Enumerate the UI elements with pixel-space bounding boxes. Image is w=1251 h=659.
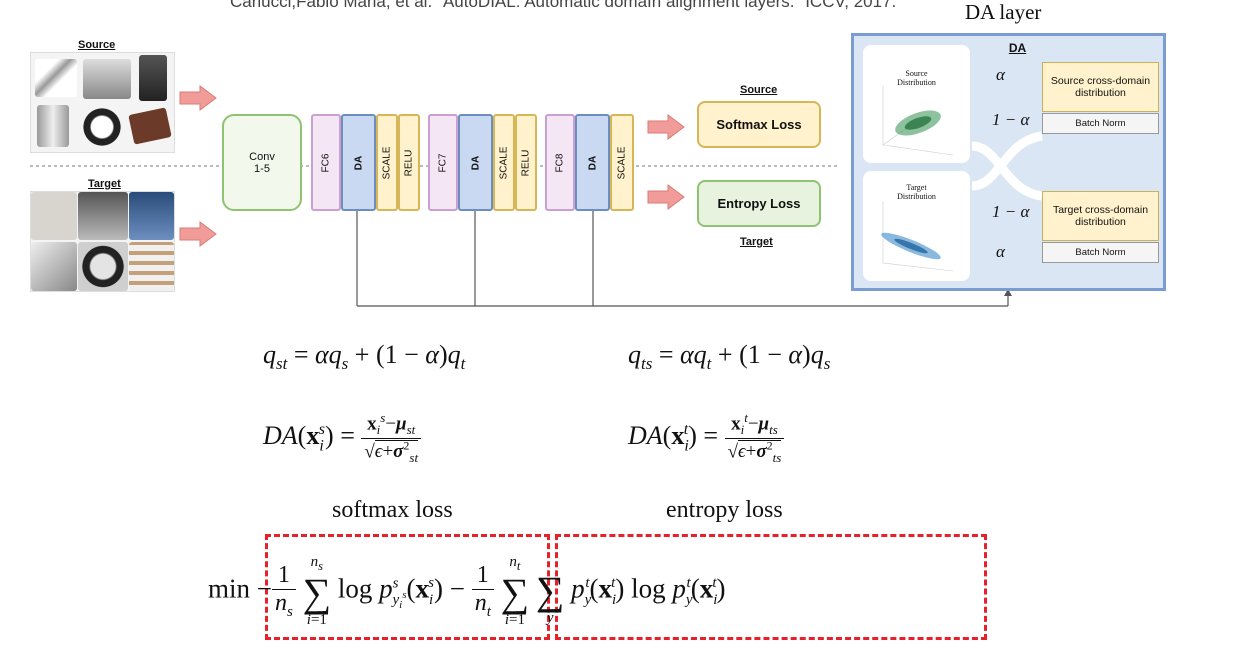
source-distribution-label: Source Distribution xyxy=(897,69,936,87)
source-scatter xyxy=(882,85,954,156)
target-trashcan-image xyxy=(31,242,77,291)
target-image-panel xyxy=(30,191,175,292)
entropy-loss-highlight xyxy=(555,534,987,640)
q-ts-equation: qts = αqt + (1 − α)qs xyxy=(628,340,831,374)
relu2-label: RELU xyxy=(520,149,532,176)
da-panel-title: DA xyxy=(1008,41,1027,55)
softmax-loss-label: softmax loss xyxy=(332,497,453,523)
alpha-top: α xyxy=(996,65,1005,84)
relu1-block: RELU xyxy=(398,114,420,211)
fc7-label: FC7 xyxy=(437,153,449,172)
target-distribution-label: Target Distribution xyxy=(897,183,936,201)
fc8-block: FC8 xyxy=(545,114,575,211)
target-scatter xyxy=(881,201,954,272)
one-minus-alpha-bottom: 1 − α xyxy=(992,202,1030,221)
target-distribution-plot: Target Distribution xyxy=(863,171,970,281)
scale1-label: SCALE xyxy=(381,146,393,179)
scale3-block: SCALE xyxy=(610,114,634,211)
source-loss-caption: Source xyxy=(740,84,778,96)
citation-text: Carlucci,Fabio Maria, et al. "AutoDIAL: … xyxy=(230,0,897,11)
scale3-label: SCALE xyxy=(616,146,628,179)
fc6-label: FC6 xyxy=(320,153,332,172)
entropy-loss-label: entropy loss xyxy=(666,497,783,523)
objective-equation: min −1 ns ns ∑ i=1 log psyis(xis) − 1 nt nt ∑… xyxy=(208,554,726,628)
entropy-loss-box: Entropy Loss xyxy=(697,180,821,227)
fc7-block: FC7 xyxy=(428,114,458,211)
target-cross-domain-box: Target cross-domain distribution xyxy=(1042,191,1159,241)
da-source-equation: DA(xis) = xis−μst √ϵ+σ2st xyxy=(263,410,422,466)
entropy-arrow xyxy=(647,184,685,210)
source-input-arrow xyxy=(179,85,217,111)
relu1-label: RELU xyxy=(403,149,415,176)
target-group-title: Target xyxy=(88,178,121,190)
feedback-arrowhead xyxy=(1004,289,1012,296)
source-cross-domain-box: Source cross-domain distribution xyxy=(1042,62,1159,112)
target-input-arrow xyxy=(179,221,217,247)
source-batch-norm-box: Batch Norm xyxy=(1042,113,1159,134)
da2-block: DA xyxy=(458,114,493,211)
da-detail-panel: DA Source Distribution Target Distributi… xyxy=(851,33,1166,291)
da2-label: DA xyxy=(470,155,481,170)
target-scissors-image xyxy=(31,192,77,240)
scissors-image xyxy=(35,59,77,97)
headphones-image xyxy=(79,107,125,147)
fc8-label: FC8 xyxy=(554,153,566,172)
da3-block: DA xyxy=(575,114,610,211)
target-printer-image xyxy=(78,192,128,240)
softmax-loss-highlight xyxy=(265,534,550,640)
scale2-block: SCALE xyxy=(493,114,515,211)
calculator-image xyxy=(139,55,167,101)
da-panel-connectors xyxy=(971,131,1043,201)
da1-label: DA xyxy=(353,155,364,170)
target-loss-caption: Target xyxy=(740,236,773,248)
one-minus-alpha-top: 1 − α xyxy=(992,110,1030,129)
da-layer-title: DA layer xyxy=(965,0,1042,24)
softmax-loss-box: Softmax Loss xyxy=(697,101,821,148)
source-group-title: Source xyxy=(78,39,116,51)
fc6-block: FC6 xyxy=(311,114,341,211)
trashcan-image xyxy=(37,105,69,147)
conv-block: Conv 1-5 xyxy=(222,114,302,211)
da1-block: DA xyxy=(341,114,376,211)
source-distribution-plot: Source Distribution xyxy=(863,45,970,163)
q-st-equation: qst = αqs + (1 − α)qt xyxy=(263,340,466,374)
target-headphones-image xyxy=(78,242,128,291)
da3-label: DA xyxy=(587,155,598,170)
softmax-arrow xyxy=(647,114,685,140)
scale2-label: SCALE xyxy=(498,146,510,179)
target-tray-image xyxy=(129,242,174,291)
target-batch-norm-box: Batch Norm xyxy=(1042,242,1159,263)
scale1-block: SCALE xyxy=(376,114,398,211)
target-calculator-image xyxy=(129,192,174,240)
da-target-equation: DA(xit) = xit−μts √ϵ+σ2ts xyxy=(628,410,785,466)
relu2-block: RELU xyxy=(515,114,537,211)
source-image-panel xyxy=(30,52,175,153)
printer-image xyxy=(83,59,131,99)
alpha-bottom: α xyxy=(996,242,1005,261)
